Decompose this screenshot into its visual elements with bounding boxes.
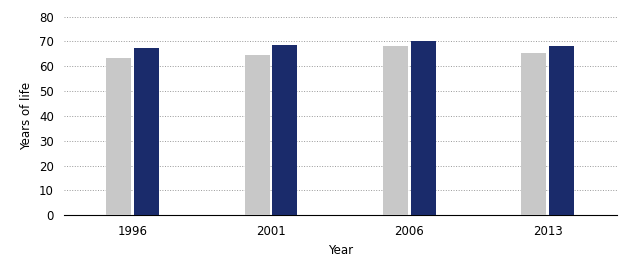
Bar [411, 41, 436, 215]
Bar [522, 52, 546, 215]
Bar [549, 46, 574, 215]
Bar [245, 55, 270, 215]
Y-axis label: Years of life: Years of life [20, 82, 34, 150]
X-axis label: Year: Year [328, 243, 353, 257]
Bar [383, 46, 408, 215]
Bar [134, 47, 159, 215]
Bar [106, 57, 132, 215]
Bar [272, 45, 298, 215]
